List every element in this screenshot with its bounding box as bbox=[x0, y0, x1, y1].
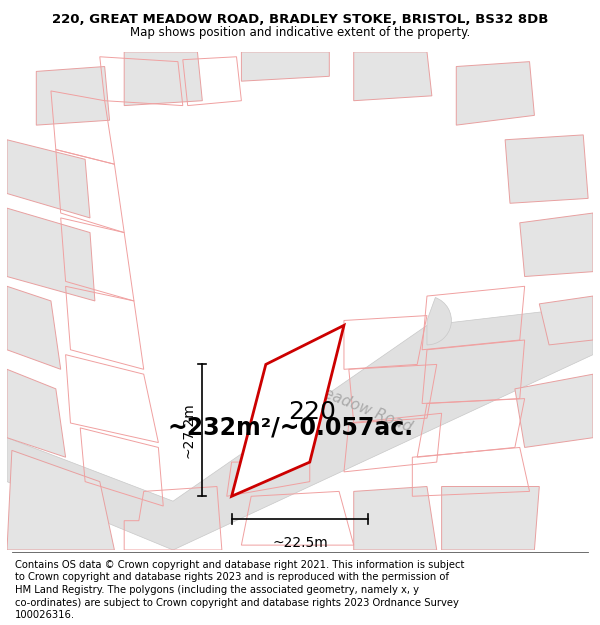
Text: 100026316.: 100026316. bbox=[15, 610, 75, 620]
Polygon shape bbox=[7, 208, 95, 301]
Polygon shape bbox=[456, 62, 535, 125]
Polygon shape bbox=[520, 213, 593, 276]
Text: Great Meadow Road: Great Meadow Road bbox=[265, 362, 414, 434]
Polygon shape bbox=[7, 286, 61, 369]
Text: ~22.5m: ~22.5m bbox=[272, 536, 328, 551]
Text: 220: 220 bbox=[288, 400, 336, 424]
Polygon shape bbox=[7, 140, 90, 218]
Polygon shape bbox=[124, 52, 202, 106]
Text: 220, GREAT MEADOW ROAD, BRADLEY STOKE, BRISTOL, BS32 8DB: 220, GREAT MEADOW ROAD, BRADLEY STOKE, B… bbox=[52, 13, 548, 26]
Polygon shape bbox=[539, 296, 593, 345]
Text: ~232m²/~0.057ac.: ~232m²/~0.057ac. bbox=[167, 416, 413, 440]
Polygon shape bbox=[442, 486, 539, 550]
Text: co-ordinates) are subject to Crown copyright and database rights 2023 Ordnance S: co-ordinates) are subject to Crown copyr… bbox=[15, 598, 459, 608]
Polygon shape bbox=[515, 374, 593, 448]
Polygon shape bbox=[354, 486, 437, 550]
Text: HM Land Registry. The polygons (including the associated geometry, namely x, y: HM Land Registry. The polygons (includin… bbox=[15, 585, 419, 595]
Wedge shape bbox=[427, 298, 451, 345]
Polygon shape bbox=[241, 52, 329, 81]
Polygon shape bbox=[7, 451, 115, 550]
Polygon shape bbox=[354, 52, 432, 101]
Polygon shape bbox=[505, 135, 588, 203]
Text: Map shows position and indicative extent of the property.: Map shows position and indicative extent… bbox=[130, 26, 470, 39]
Polygon shape bbox=[232, 326, 344, 496]
Polygon shape bbox=[7, 306, 593, 550]
Text: to Crown copyright and database rights 2023 and is reproduced with the permissio: to Crown copyright and database rights 2… bbox=[15, 572, 449, 582]
Polygon shape bbox=[7, 369, 65, 458]
Text: ~27.2m: ~27.2m bbox=[182, 402, 196, 458]
Polygon shape bbox=[36, 66, 110, 125]
Text: Contains OS data © Crown copyright and database right 2021. This information is : Contains OS data © Crown copyright and d… bbox=[15, 560, 464, 570]
